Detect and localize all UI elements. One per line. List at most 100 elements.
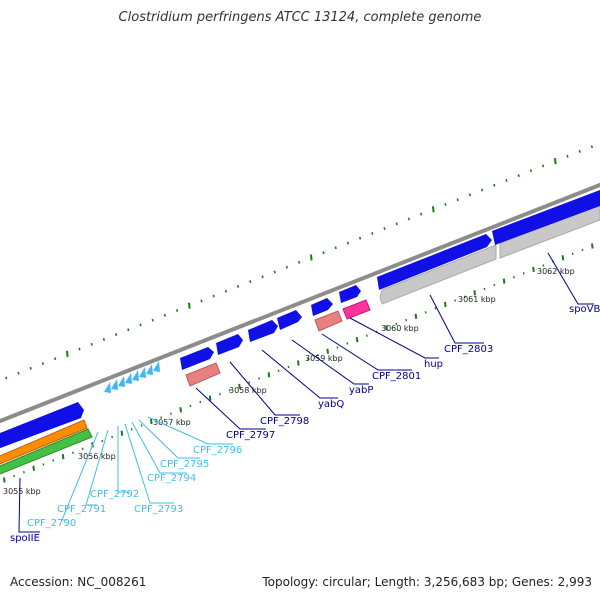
gene-label[interactable]: yabQ xyxy=(318,399,344,410)
outer-tick xyxy=(371,231,374,235)
gene-leader-line xyxy=(147,416,233,445)
gene-label[interactable]: CPF_2798 xyxy=(260,416,309,427)
map-title: Clostridium perfringens ATCC 13124, comp… xyxy=(118,10,482,25)
outer-tick xyxy=(78,347,81,351)
cyan-arrow-feature[interactable] xyxy=(118,376,125,387)
gene-label[interactable]: CPF_2796 xyxy=(193,445,242,456)
cyan-arrow-feature[interactable] xyxy=(104,382,111,393)
gene-label[interactable]: CPF_2801 xyxy=(372,371,421,382)
outer-tick xyxy=(456,198,459,202)
gene-leader-line xyxy=(124,423,174,504)
cyan-arrow-feature[interactable] xyxy=(132,370,139,381)
reverse-cds-track xyxy=(379,204,600,305)
gene-label[interactable]: spoIIE xyxy=(10,533,40,544)
kbp-label: 3059 kbp xyxy=(305,354,343,363)
inner-tick xyxy=(355,336,359,343)
inner-tick xyxy=(150,418,153,425)
inner-tick xyxy=(336,346,339,349)
kbp-label: 3061 kbp xyxy=(458,295,496,304)
outer-tick xyxy=(66,350,69,357)
cyan-arrow-feature[interactable] xyxy=(139,367,146,378)
outer-tick xyxy=(224,289,227,293)
rna-feature-salmon-2[interactable] xyxy=(314,310,343,332)
outer-tick xyxy=(322,251,325,255)
outer-tick xyxy=(517,174,520,177)
cyan-arrow-feature[interactable] xyxy=(125,373,132,384)
cds-cpf-2803-forward[interactable] xyxy=(377,234,492,290)
rna-feature-salmon-1[interactable] xyxy=(185,362,221,387)
gene-label[interactable]: CPF_2795 xyxy=(160,459,209,470)
cds-spovb-forward[interactable] xyxy=(492,190,600,245)
forward-cds-track xyxy=(0,190,600,450)
inner-tick xyxy=(316,353,319,357)
orange-feature-strip[interactable] xyxy=(0,419,88,466)
gene-leader-line xyxy=(547,252,594,305)
outer-tick xyxy=(139,323,142,327)
gene-label-group: spoIIE CPF_2790 CPF_2791 CPF_2792 CPF_2793 CP… xyxy=(10,252,600,544)
inner-tick xyxy=(473,290,476,296)
inner-tick xyxy=(277,369,280,373)
cyan-arrow-feature[interactable] xyxy=(146,364,153,375)
gene-leader-line xyxy=(195,387,266,430)
gene-label[interactable]: CPF_2793 xyxy=(134,504,183,515)
gene-label[interactable]: CPF_2794 xyxy=(147,473,196,484)
cds-yabp[interactable] xyxy=(277,310,302,330)
inner-tick xyxy=(326,348,329,354)
gene-label[interactable]: hup xyxy=(424,359,443,370)
kbp-label: 3062 kbp xyxy=(537,267,575,276)
rna-feature-pink[interactable] xyxy=(342,299,371,320)
gene-label[interactable]: CPF_2803 xyxy=(444,344,493,355)
outer-tick xyxy=(505,178,508,182)
inner-tick xyxy=(169,412,172,415)
inner-tick xyxy=(61,453,65,460)
outer-tick xyxy=(151,318,154,322)
gene-leader-line xyxy=(61,431,99,521)
inner-tick xyxy=(405,318,408,322)
outer-tick xyxy=(102,338,105,341)
gene-label[interactable]: CPF_2791 xyxy=(57,504,106,515)
cds-spoiie[interactable] xyxy=(0,402,84,450)
inner-tick xyxy=(13,474,16,478)
outer-tick xyxy=(273,270,276,274)
inner-tick xyxy=(444,301,447,308)
inner-tick xyxy=(346,342,349,345)
gene-leader-line xyxy=(349,317,439,359)
kbp-label: 3055 kbp xyxy=(3,487,41,496)
outer-tick xyxy=(359,236,362,240)
inner-tick xyxy=(483,287,486,291)
gene-label[interactable]: CPF_2792 xyxy=(90,489,139,500)
outer-tick xyxy=(127,328,130,332)
cds-cpf-2797[interactable] xyxy=(180,347,214,370)
outer-tick xyxy=(90,342,93,346)
cyan-arrow-feature[interactable] xyxy=(153,361,160,372)
outer-tick xyxy=(346,241,349,245)
cyan-arrow-feature[interactable] xyxy=(111,379,118,390)
outer-tick xyxy=(5,376,8,380)
cds-yabq[interactable] xyxy=(248,320,278,342)
inner-tick xyxy=(522,272,525,275)
cds-cpf-2801[interactable] xyxy=(311,298,333,316)
inner-tick xyxy=(493,283,496,287)
outer-tick xyxy=(212,294,215,298)
cds-hup[interactable] xyxy=(339,285,361,303)
inner-tick xyxy=(502,278,506,284)
gene-leader-line xyxy=(261,349,338,399)
inner-tick xyxy=(189,404,192,408)
inner-tick-ring xyxy=(3,243,594,483)
gene-label[interactable]: CPF_2797 xyxy=(226,430,275,441)
inner-tick xyxy=(287,365,290,369)
cds-cpf-2803-reverse[interactable] xyxy=(379,244,497,305)
gene-label[interactable]: yabP xyxy=(349,385,373,396)
green-feature-strip[interactable] xyxy=(0,428,93,476)
outer-tick-ring xyxy=(5,145,593,380)
gene-leader-line xyxy=(321,333,412,371)
inner-tick xyxy=(385,325,388,331)
outer-tick xyxy=(54,357,57,361)
outer-tick xyxy=(542,164,545,168)
outer-tick xyxy=(432,206,435,213)
gene-label[interactable]: CPF_2790 xyxy=(27,518,76,529)
gene-label[interactable]: spoVB xyxy=(569,304,600,315)
gene-leader-line xyxy=(138,419,200,459)
cds-cpf-2798[interactable] xyxy=(216,334,243,355)
